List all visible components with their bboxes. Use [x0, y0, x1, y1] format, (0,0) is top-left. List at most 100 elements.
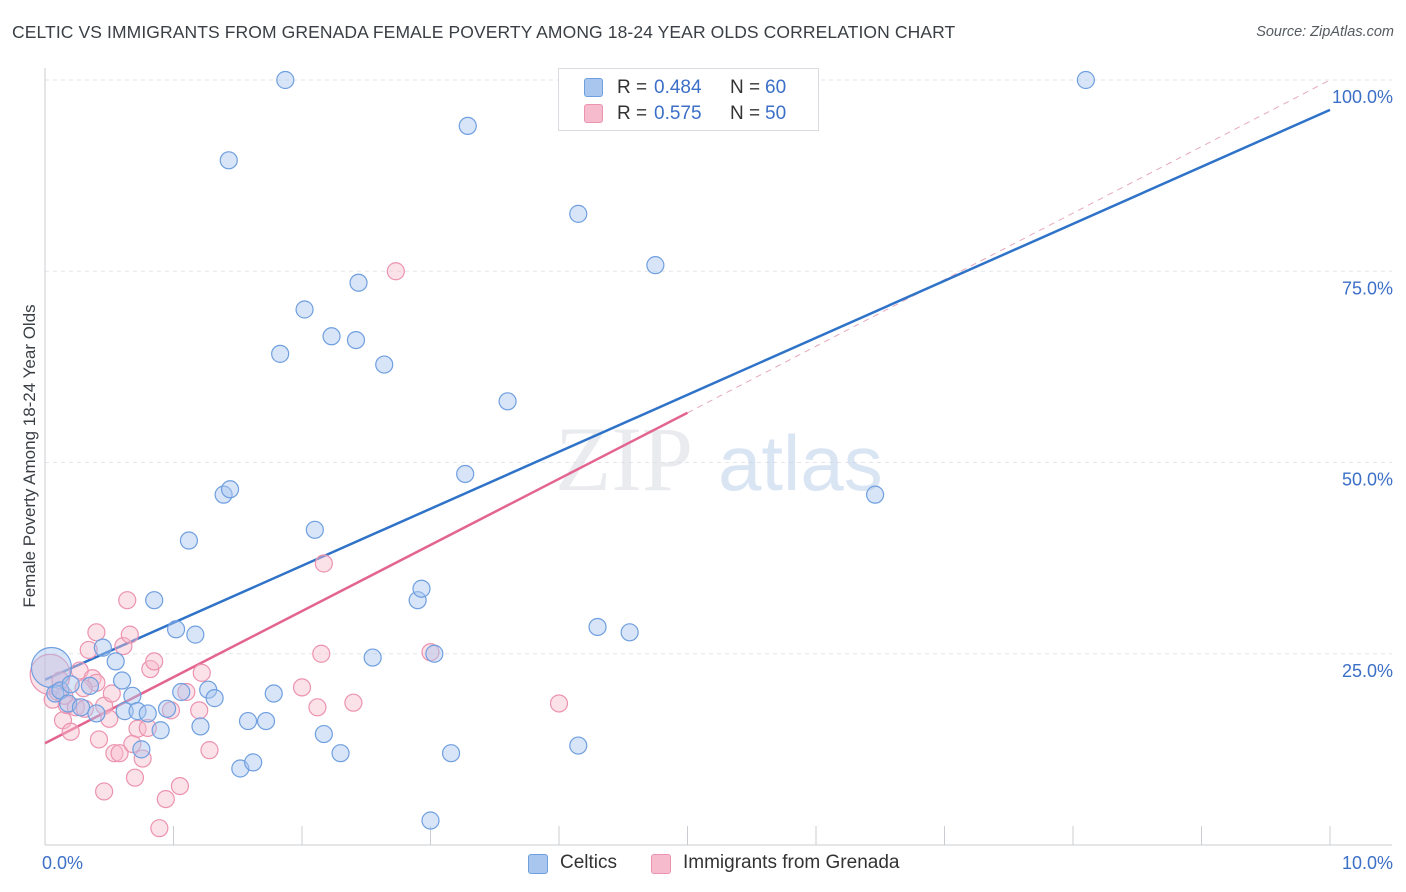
point-celtic [331, 744, 350, 763]
point-celtic [87, 704, 106, 723]
point-celtic [421, 811, 440, 830]
legend-n-label: N = [730, 103, 761, 124]
point-grenada [177, 682, 196, 702]
point-celtic [106, 652, 125, 671]
point-celtic [46, 684, 65, 703]
point-celtic [115, 702, 134, 721]
point-grenada [79, 640, 98, 660]
point-grenada [110, 744, 129, 763]
point-celtic [408, 591, 427, 610]
watermark: ZIP atlas [555, 408, 883, 510]
point-celtic [271, 344, 290, 363]
bottom-legend-swatch-grenada [651, 854, 671, 874]
point-celtic [375, 355, 394, 374]
point-celtic [61, 675, 80, 694]
point-grenada [105, 744, 124, 763]
point-grenada [549, 694, 569, 713]
point-celtic [138, 704, 157, 723]
bottom-legend-swatch-celtics [528, 854, 548, 874]
legend-swatch-celtic [584, 78, 603, 97]
point-celtic [166, 620, 186, 639]
point-celtic [80, 676, 100, 695]
point-celtic [256, 711, 276, 731]
legend-n-value: 50 [765, 103, 787, 124]
point-celtic [441, 744, 461, 763]
y-axis-label: Female Poverty Among 18-24 Year Olds [20, 304, 39, 607]
point-celtic [186, 625, 205, 644]
point-celtic [349, 273, 368, 292]
trend-line-celtic [44, 108, 1331, 681]
point-celtic [412, 579, 431, 598]
point-celtic [588, 617, 607, 637]
point-celtic [238, 711, 258, 731]
point-grenada [125, 768, 145, 787]
point-celtic [30, 646, 73, 689]
point-celtic [295, 300, 314, 319]
point-grenada [190, 701, 209, 720]
legend-n-value: 60 [765, 77, 787, 98]
point-celtic [646, 256, 665, 275]
point-celtic [569, 736, 588, 755]
point-grenada [314, 554, 333, 573]
point-grenada [156, 789, 175, 809]
point-celtic [305, 520, 324, 539]
legend-r-value: 0.484 [654, 77, 702, 98]
point-grenada [118, 591, 137, 610]
point-grenada [61, 722, 80, 741]
point-celtic [1076, 70, 1095, 90]
x-tick-label: 10.0% [1342, 853, 1393, 873]
y-tick-label: 50.0% [1342, 470, 1393, 490]
point-grenada [308, 698, 327, 717]
point-celtic [123, 686, 142, 705]
legend-r-value: 0.575 [654, 103, 702, 124]
point-grenada [150, 819, 169, 838]
point-celtic [866, 485, 885, 504]
x-tick-label: 0.0% [42, 853, 83, 873]
legend-r-label: R = [617, 77, 648, 98]
y-tick-label: 100.0% [1332, 87, 1393, 107]
point-celtic [145, 591, 164, 610]
trend-line-grenada [44, 411, 689, 745]
point-celtic [219, 151, 238, 170]
point-celtic [569, 204, 588, 223]
point-celtic [425, 644, 444, 663]
bottom-legend-label-celtics: Celtics [560, 852, 618, 873]
point-celtic [191, 717, 210, 736]
point-grenada [312, 644, 331, 663]
point-grenada [386, 262, 405, 281]
point-celtic [322, 327, 341, 346]
point-celtic [71, 698, 91, 717]
point-celtic [93, 638, 112, 657]
point-grenada [292, 678, 312, 697]
legend-swatch-grenada [584, 104, 603, 123]
point-celtic [620, 623, 639, 642]
point-grenada [170, 776, 190, 796]
legend-r-label: R = [617, 103, 648, 124]
point-celtic [179, 531, 199, 550]
chart-title: CELTIC VS IMMIGRANTS FROM GRENADA FEMALE… [12, 22, 956, 42]
point-grenada [200, 741, 219, 760]
legend-n-label: N = [730, 77, 761, 98]
point-celtic [363, 648, 382, 667]
source-credit: Source: ZipAtlas.com [1256, 24, 1394, 40]
y-tick-label: 75.0% [1342, 278, 1393, 298]
point-celtic [276, 70, 295, 90]
point-celtic [244, 753, 263, 772]
watermark-atlas: atlas [718, 419, 883, 507]
point-celtic [157, 699, 177, 718]
point-grenada [87, 623, 106, 642]
point-celtic [220, 480, 240, 499]
point-grenada [344, 693, 363, 712]
gridlines [45, 79, 1392, 655]
point-celtic [458, 116, 477, 136]
point-celtic [172, 682, 191, 702]
watermark-zip: ZIP [555, 408, 693, 510]
point-celtic [314, 724, 333, 744]
point-grenada [145, 652, 164, 671]
trend-lines [44, 79, 1331, 745]
point-grenada [133, 749, 152, 768]
point-grenada [95, 782, 114, 801]
point-celtic [112, 671, 132, 690]
bottom-legend-label-grenada: Immigrants from Grenada [683, 852, 900, 873]
